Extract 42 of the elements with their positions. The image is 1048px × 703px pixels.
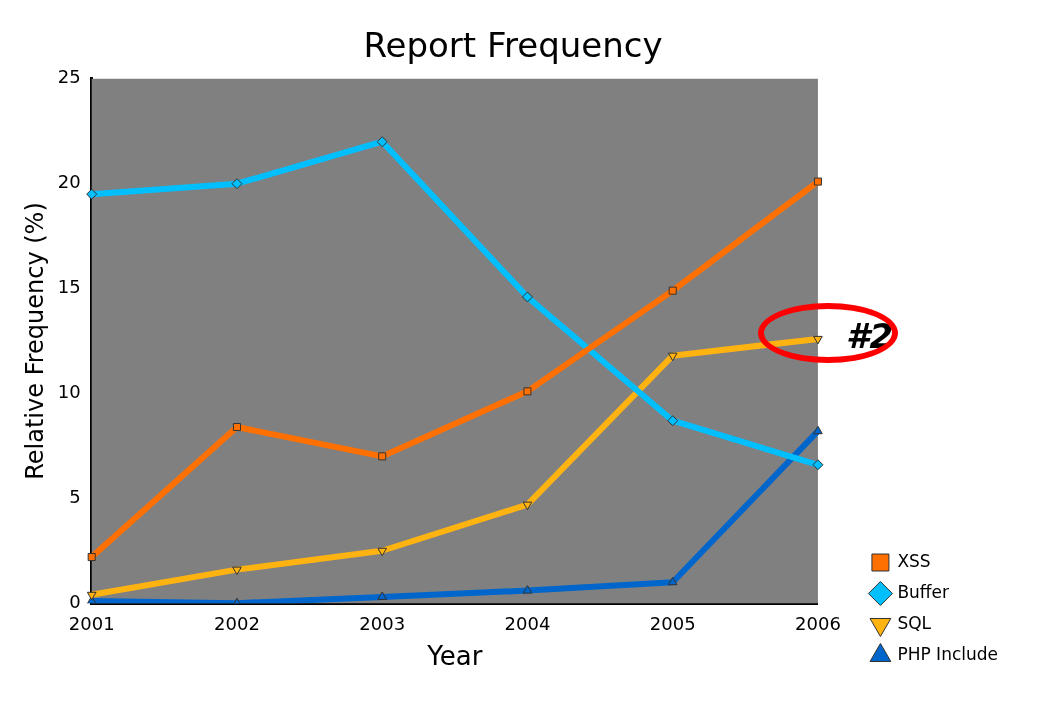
legend-label: XSS (897, 550, 931, 571)
point (523, 387, 532, 396)
legend-label: SQL (897, 612, 932, 633)
y-tick-label: 5 (69, 485, 81, 507)
point (376, 136, 388, 148)
x-tick-label: 2004 (504, 612, 551, 634)
x-tick-label: 2003 (359, 612, 406, 634)
point (813, 425, 823, 435)
point (377, 547, 388, 557)
point (812, 459, 824, 471)
point (668, 286, 677, 295)
point (813, 335, 823, 345)
point (522, 585, 533, 594)
point (667, 352, 678, 362)
point (522, 501, 533, 511)
y-tick-label: 25 (57, 66, 81, 88)
y-tick-label: 20 (57, 171, 81, 193)
point (521, 291, 533, 303)
chart-title: Report Frequency (363, 25, 663, 66)
y-tick-label: 0 (69, 590, 81, 612)
point (813, 177, 822, 186)
x-tick-label: 2006 (795, 612, 841, 634)
x-tick-label: 2001 (68, 612, 115, 634)
y-tick-label: 10 (57, 381, 81, 403)
y-axis-title: Relative Frequency (%) (20, 202, 49, 480)
y-tick-label: 15 (57, 276, 81, 298)
point (231, 178, 243, 190)
x-tick-label: 2002 (214, 612, 260, 634)
point (378, 452, 387, 461)
point (667, 576, 678, 586)
point (667, 415, 679, 427)
x-tick-label: 2005 (649, 612, 696, 634)
annotation: #2 (845, 315, 894, 356)
point (232, 422, 241, 432)
point (87, 553, 96, 562)
legend-label: PHP Include (897, 643, 999, 664)
x-axis-title: Year (426, 641, 483, 672)
legend-label: Buffer (897, 581, 950, 602)
point (377, 591, 388, 600)
point (86, 188, 98, 200)
point (86, 591, 97, 601)
point (232, 566, 242, 576)
